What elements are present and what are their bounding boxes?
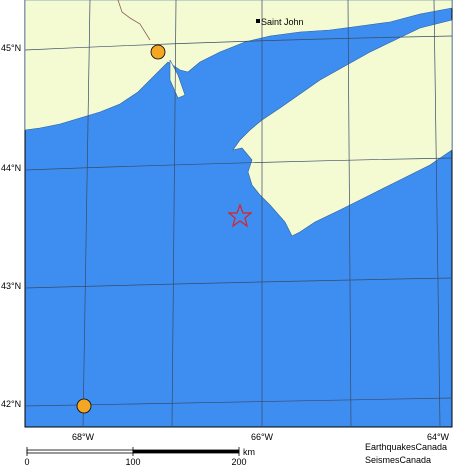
lat-label: 43°N xyxy=(1,281,21,291)
scale-segment xyxy=(26,449,134,454)
border xyxy=(117,0,151,41)
lat-label: 45°N xyxy=(1,43,21,53)
scale-segment xyxy=(132,449,240,454)
scale-label: 0 xyxy=(24,457,29,467)
scale-label: 100 xyxy=(125,457,140,467)
lat-label: 44°N xyxy=(1,163,21,173)
lon-label: 66°W xyxy=(251,432,274,442)
credit: EarthquakesCanada xyxy=(365,442,447,452)
city-label: Saint John xyxy=(261,17,304,27)
event-marker xyxy=(76,398,92,414)
event-marker xyxy=(150,44,166,60)
lon-label: 64°W xyxy=(427,432,450,442)
credit: SeismesCanada xyxy=(365,455,431,465)
lat-labels: 45°N 44°N 43°N 42°N xyxy=(1,43,21,409)
lat-label: 42°N xyxy=(1,399,21,409)
lon-label: 68°W xyxy=(72,432,95,442)
scale-unit: km xyxy=(243,447,255,457)
land xyxy=(24,0,453,237)
epicenter-star xyxy=(227,203,253,228)
scale-label: 200 xyxy=(231,457,246,467)
lon-labels: 68°W 66°W 64°W xyxy=(72,432,450,442)
city-marker xyxy=(256,19,260,23)
